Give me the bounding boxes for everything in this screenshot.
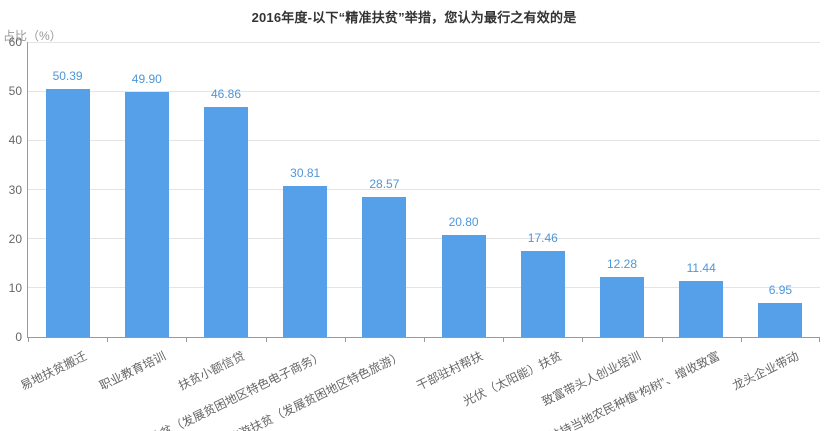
bar-value-label: 46.86	[210, 86, 242, 101]
gridline	[28, 90, 820, 92]
bar[interactable]	[45, 89, 90, 337]
y-axis-tick-label: 40	[8, 133, 22, 148]
x-axis-tick	[28, 337, 29, 342]
x-axis-tick	[265, 337, 267, 342]
x-axis-tick	[344, 337, 346, 342]
bar[interactable]	[441, 234, 486, 337]
bar-value-label: 17.46	[527, 231, 558, 246]
x-axis-category-label: 职业教育培训	[96, 348, 168, 393]
y-axis-tick-label: 0	[15, 330, 22, 344]
x-axis-category-label: 易地扶贫搬迁	[17, 348, 89, 393]
bar-value-label: 6.95	[768, 282, 793, 297]
chart-title: 2016年度-以下“精准扶贫”举措，您认为最行之有效的是	[251, 10, 577, 25]
bar[interactable]	[758, 302, 803, 337]
y-axis-title: 占比（%）	[3, 29, 62, 43]
gridline	[28, 189, 820, 190]
bar[interactable]	[600, 276, 644, 337]
gridline	[28, 287, 820, 289]
bar[interactable]	[679, 280, 724, 337]
bar-value-label: 50.39	[52, 69, 83, 84]
gridline	[28, 139, 820, 141]
bar[interactable]	[362, 196, 407, 337]
x-axis-tick	[107, 337, 109, 342]
gridline	[28, 238, 820, 240]
plot-area: 0 10 20 30 40 50 60 50.39 易地扶贫搬迁 49.90 职业教育培训 46.86…	[9, 35, 820, 431]
bar[interactable]	[283, 185, 328, 337]
x-axis-tick	[424, 337, 425, 342]
y-axis-tick-label: 20	[8, 231, 22, 246]
x-axis-tick	[740, 337, 742, 342]
y-axis-tick-label: 30	[8, 182, 22, 197]
x-axis-tick	[186, 337, 188, 342]
bar[interactable]	[204, 106, 248, 337]
bar[interactable]	[520, 251, 565, 337]
bar-value-label: 20.80	[448, 214, 479, 229]
y-axis-tick-label: 60	[8, 35, 22, 49]
y-axis-tick-label: 50	[8, 84, 22, 99]
gridline	[28, 41, 820, 43]
x-axis-tick	[582, 337, 584, 342]
bar-value-label: 28.57	[369, 176, 400, 191]
x-axis-tick	[661, 337, 663, 342]
bar-value-label: 49.90	[131, 71, 162, 86]
bar[interactable]	[124, 91, 169, 337]
bar-value-label: 30.81	[290, 165, 321, 180]
x-axis-category-label: 龙头企业带动	[730, 348, 802, 393]
y-axis-tick-label: 10	[8, 280, 22, 295]
bar-value-label: 12.28	[606, 256, 638, 271]
x-axis-tick	[819, 337, 820, 342]
bar-value-label: 11.44	[686, 260, 716, 275]
x-axis-tick	[503, 337, 505, 342]
